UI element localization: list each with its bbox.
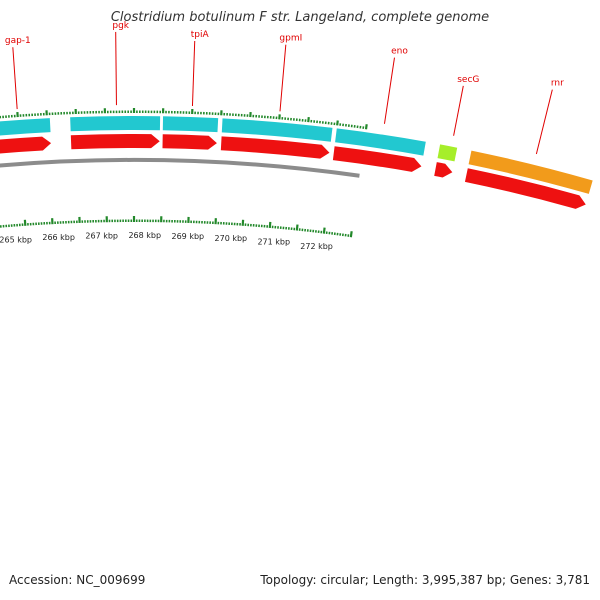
scale-tick: [336, 120, 339, 126]
gene-label-leader: [383, 57, 395, 124]
scale-tick: [295, 224, 299, 231]
gene-label: gpmI: [279, 34, 302, 44]
scale-tick: [268, 221, 272, 229]
scale-label: 266 kbp: [42, 233, 75, 242]
cds-feature-bar: [468, 150, 593, 194]
cds-feature-bar: [335, 128, 426, 156]
gene-label-leader: [12, 47, 18, 110]
scale-label: 270 kbp: [215, 234, 248, 243]
gene-label: tpiA: [191, 30, 210, 40]
scale-label: 271 kbp: [257, 237, 290, 246]
scale-label: 267 kbp: [85, 231, 118, 240]
cds-feature-bar: [221, 118, 333, 142]
accession-text: Accession: NC_009699: [9, 573, 146, 587]
gene-feature-arrow: [70, 134, 160, 150]
scale-label: 265 kbp: [0, 236, 32, 245]
gene-label-leader: [535, 89, 553, 155]
scale-label: 268 kbp: [128, 231, 161, 240]
gene-label-leader: [453, 85, 464, 136]
gene-label: secG: [457, 75, 479, 85]
cds-feature-bar: [437, 144, 458, 162]
scale-label: 269 kbp: [172, 232, 205, 241]
feature-track: [0, 116, 593, 209]
topology-summary: Topology: circular; Length: 3,995,387 bp…: [260, 573, 590, 587]
scale-tick: [349, 231, 353, 238]
scale-tick: [307, 117, 310, 123]
outer-tick-track: [0, 108, 368, 130]
cds-feature-bar: [70, 116, 161, 132]
inner-tick-track: [0, 216, 353, 238]
gene-feature-arrow: [162, 134, 217, 150]
map-title: Clostridium botulinum F str. Langeland, …: [110, 10, 490, 25]
gene-label-leader: [191, 40, 196, 107]
cds-feature-bar: [0, 118, 51, 136]
gene-feature-arrow: [332, 146, 422, 172]
cds-feature-bar: [162, 116, 219, 133]
gene-feature-arrow: [434, 162, 453, 178]
gene-feature-arrow: [464, 168, 586, 209]
genome-backbone: [0, 158, 360, 178]
gene-label: gap-1: [5, 36, 31, 46]
gene-feature-arrow: [0, 136, 52, 154]
scale-label: 272 kbp: [300, 242, 333, 251]
gene-label-leader: [279, 44, 287, 112]
gene-feature-arrow: [220, 136, 330, 159]
gene-label: rnr: [551, 79, 564, 89]
scale-tick: [322, 227, 326, 234]
scale-tick: [364, 124, 368, 130]
gene-label-leader: [115, 31, 117, 106]
gene-label: pgk: [112, 21, 129, 31]
gene-label: eno: [391, 47, 408, 57]
